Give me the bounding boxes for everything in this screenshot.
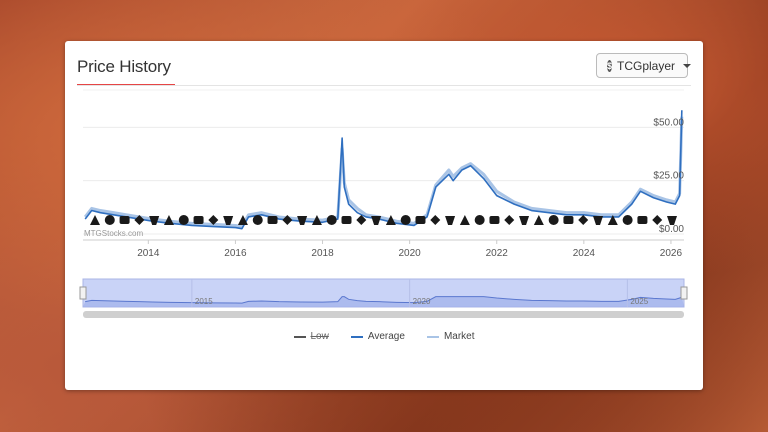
mirror-icon[interactable] — [519, 216, 530, 225]
legend-label: Low — [310, 331, 329, 342]
header-divider — [77, 85, 691, 86]
chart-watermark: MTGStocks.com — [84, 229, 143, 238]
y-tick-label: $25.00 — [653, 171, 684, 182]
x-tick-label: 2016 — [224, 248, 247, 259]
legend-label: Average — [367, 331, 405, 342]
mask-icon[interactable] — [134, 215, 145, 225]
sun-icon[interactable] — [474, 215, 485, 225]
rune-icon[interactable] — [415, 216, 426, 224]
wheel-icon[interactable] — [593, 216, 604, 225]
bolt-icon[interactable] — [356, 215, 367, 225]
y-tick-label: $0.00 — [659, 224, 684, 235]
navigator-label: 2025 — [630, 297, 648, 306]
spire-icon[interactable] — [563, 216, 574, 224]
x-tick-label: 2018 — [311, 248, 334, 259]
orbit-icon[interactable] — [297, 216, 308, 225]
sphere-icon[interactable] — [445, 216, 456, 225]
legend-swatch — [293, 335, 306, 338]
pick-icon[interactable] — [430, 215, 441, 225]
navigator-handle-right[interactable] — [680, 286, 688, 300]
legend-item-average[interactable]: Average — [350, 331, 405, 342]
wing2-icon[interactable] — [637, 216, 648, 224]
x-tick-label: 2024 — [573, 248, 596, 259]
claw-icon[interactable] — [311, 215, 322, 225]
comet-icon[interactable] — [667, 216, 677, 225]
price-band — [85, 110, 682, 229]
drop-icon[interactable] — [607, 215, 618, 225]
cross-icon[interactable] — [578, 215, 589, 225]
x-tick-label: 2020 — [399, 248, 422, 259]
fang-icon[interactable] — [504, 215, 515, 225]
navigator-series-line — [85, 296, 683, 304]
price-chart: $0.00 $25.00 $50.00 2014 2016 2018 2020 2022 202… — [79, 89, 688, 318]
card-title: Price History — [77, 57, 171, 76]
navigator-label: 2020 — [413, 297, 431, 306]
crown-icon[interactable] — [90, 215, 100, 225]
horns-icon[interactable] — [119, 216, 130, 224]
legend-item-market[interactable]: Market — [426, 331, 475, 342]
legend-label: Market — [443, 331, 475, 342]
y-tick-label: $50.00 — [653, 117, 684, 128]
wing-icon[interactable] — [193, 216, 204, 224]
tri-icon[interactable] — [252, 215, 263, 225]
x-tick-label: 2022 — [486, 248, 509, 259]
book-icon[interactable] — [622, 215, 633, 225]
eye-icon[interactable] — [104, 215, 115, 225]
moon-icon[interactable] — [652, 215, 663, 225]
crest-icon[interactable] — [282, 215, 293, 225]
stack-icon[interactable] — [267, 216, 278, 224]
m14-icon[interactable] — [178, 215, 189, 225]
gear-icon[interactable] — [533, 215, 544, 225]
legend-swatch — [426, 335, 439, 338]
chevron-down-icon — [683, 63, 692, 68]
navigator-label: 2015 — [195, 297, 213, 306]
series-line-market — [83, 116, 684, 229]
ring-icon[interactable] — [223, 216, 234, 225]
legend-swatch — [350, 335, 363, 338]
navigator-handle-left[interactable] — [79, 286, 87, 300]
chart-legend: Low Average Market — [65, 331, 703, 342]
legend-item-low[interactable]: Low — [293, 331, 329, 342]
swirl-icon[interactable] — [548, 215, 559, 225]
ori-icon[interactable] — [371, 216, 382, 225]
price-history-card: Price History $ TCGplayer $0.00 $25.00 $50… — [65, 41, 703, 390]
coin-icon: $ — [607, 59, 613, 72]
flame-icon[interactable] — [237, 215, 248, 225]
gem-icon[interactable] — [341, 216, 352, 224]
chain-icon[interactable] — [400, 215, 411, 225]
star-icon[interactable] — [326, 215, 337, 225]
leaf-icon[interactable] — [489, 216, 500, 224]
price-source-label: TCGplayer — [617, 58, 676, 73]
vortex-icon[interactable] — [163, 215, 174, 225]
hand-icon[interactable] — [459, 215, 470, 225]
x-tick-label: 2014 — [137, 248, 160, 259]
helmet-icon[interactable] — [208, 215, 219, 225]
m19-icon[interactable] — [385, 215, 396, 225]
series-line-average — [84, 110, 683, 230]
x-tick-label: 2026 — [660, 248, 683, 259]
price-source-dropdown[interactable]: $ TCGplayer — [596, 53, 692, 78]
navigator-scrollbar[interactable] — [83, 311, 684, 318]
shield-icon[interactable] — [149, 216, 160, 225]
